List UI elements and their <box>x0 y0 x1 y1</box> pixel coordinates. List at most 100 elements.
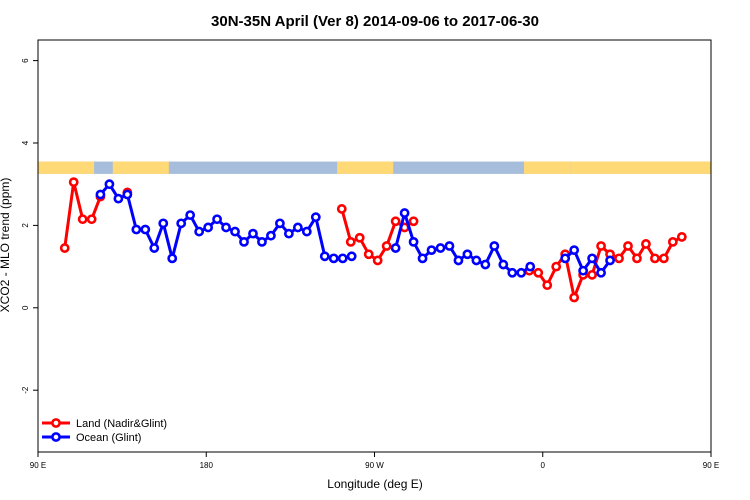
land-mask-segment <box>524 161 571 174</box>
land-mask-segment <box>570 161 711 174</box>
legend-label: Land (Nadir&Glint) <box>76 418 167 430</box>
land-point <box>650 253 660 264</box>
ocean-point <box>185 210 196 220</box>
ocean-point <box>489 241 500 251</box>
ocean-point <box>167 253 178 264</box>
legend-marker <box>51 418 61 428</box>
y-tick-label: 4 <box>21 140 30 145</box>
ocean-point <box>283 228 294 239</box>
ocean-point <box>471 255 482 266</box>
ocean-point <box>266 230 276 241</box>
land-point <box>542 280 553 291</box>
legend-label: Ocean (Glint) <box>76 432 141 444</box>
x-tick-label: 0 <box>541 461 546 470</box>
ocean-point <box>257 236 267 247</box>
axes: 90 E 180 90 W 0 90 E -2 0 2 4 6 <box>21 39 719 470</box>
ocean-point <box>221 222 231 233</box>
y-tick-label: 6 <box>21 58 30 63</box>
ocean-point <box>140 224 151 235</box>
ocean-point <box>310 212 321 223</box>
x-tick-label: 180 <box>200 461 214 470</box>
land-point <box>381 241 392 251</box>
ocean-point <box>453 255 464 266</box>
y-axis-label: XCO2 - MLO trend (ppm) <box>0 178 12 313</box>
ocean-point <box>319 251 330 262</box>
chart-title: 30N-35N April (Ver 8) 2014-09-06 to 2017… <box>211 13 539 30</box>
plot-frame <box>37 39 712 453</box>
land-point <box>676 232 687 242</box>
x-tick-label: 90 E <box>703 461 719 470</box>
land-point <box>587 269 598 280</box>
legend: Land (Nadir&Glint) Ocean (Glint) <box>42 418 167 444</box>
land-point <box>390 216 401 227</box>
legend-entry-land: Land (Nadir&Glint) <box>42 418 167 430</box>
land-point <box>86 214 97 225</box>
land-point <box>632 253 642 264</box>
ocean-point <box>113 193 124 204</box>
legend-entry-ocean: Ocean (Glint) <box>42 432 141 444</box>
ocean-point <box>248 228 258 239</box>
y-tick-label: -2 <box>21 386 30 394</box>
land-point <box>408 216 419 227</box>
x-axis-label: Longitude (deg E) <box>327 477 422 491</box>
land-point <box>345 236 356 247</box>
ocean-point <box>275 218 285 229</box>
ocean-point <box>301 226 312 237</box>
ocean-point <box>149 243 160 253</box>
land-point <box>614 253 624 264</box>
ocean-point <box>498 259 509 270</box>
land-mask-segment <box>337 161 394 174</box>
ocean-point <box>516 267 527 278</box>
y-tick-label: 2 <box>21 223 30 228</box>
land-point <box>59 243 70 253</box>
ocean-point <box>507 267 518 278</box>
ocean-point <box>158 218 169 229</box>
ocean-point <box>587 253 598 264</box>
ocean-point <box>596 267 606 278</box>
ocean-point <box>328 253 339 264</box>
ocean-point <box>203 222 214 233</box>
ocean-point <box>462 249 473 260</box>
land-mask-segment <box>38 161 95 174</box>
ocean-point <box>426 245 437 256</box>
ocean-point <box>444 241 455 251</box>
land-point <box>68 177 79 188</box>
ocean-point <box>525 261 536 272</box>
land-point <box>372 255 383 266</box>
ocean-point <box>346 251 357 262</box>
ocean-point <box>390 243 401 253</box>
ocean-point <box>239 236 249 247</box>
ocean-point <box>337 253 348 264</box>
ocean-point <box>95 189 106 200</box>
y-tick-label: 0 <box>21 305 30 310</box>
ocean-point <box>417 253 428 264</box>
ocean-point <box>122 189 133 200</box>
x-tick-label: 90 E <box>30 461 46 470</box>
ocean-point <box>176 218 187 229</box>
ocean-point <box>560 253 571 264</box>
ocean-point <box>435 243 446 253</box>
ocean-line <box>394 211 532 275</box>
land-point <box>551 261 562 272</box>
land-point <box>596 241 606 251</box>
ocean-point <box>194 226 205 237</box>
land-point <box>667 236 678 247</box>
x-tick-label: 90 W <box>365 461 384 470</box>
ocean-point <box>104 179 115 190</box>
land-mask-segment <box>112 161 169 174</box>
legend-marker <box>51 432 61 442</box>
plot-area <box>38 161 711 303</box>
land-point <box>658 253 669 264</box>
land-point <box>533 267 544 278</box>
ocean-point <box>569 245 580 256</box>
ocean-point <box>605 255 615 266</box>
land-point <box>336 204 347 214</box>
ocean-point <box>578 265 589 276</box>
land-point <box>354 232 365 243</box>
ocean-point <box>408 236 419 247</box>
land-point <box>77 214 88 225</box>
land-point <box>641 239 651 249</box>
land-point <box>363 249 374 260</box>
land-point <box>623 241 633 251</box>
ocean-point <box>230 226 240 237</box>
